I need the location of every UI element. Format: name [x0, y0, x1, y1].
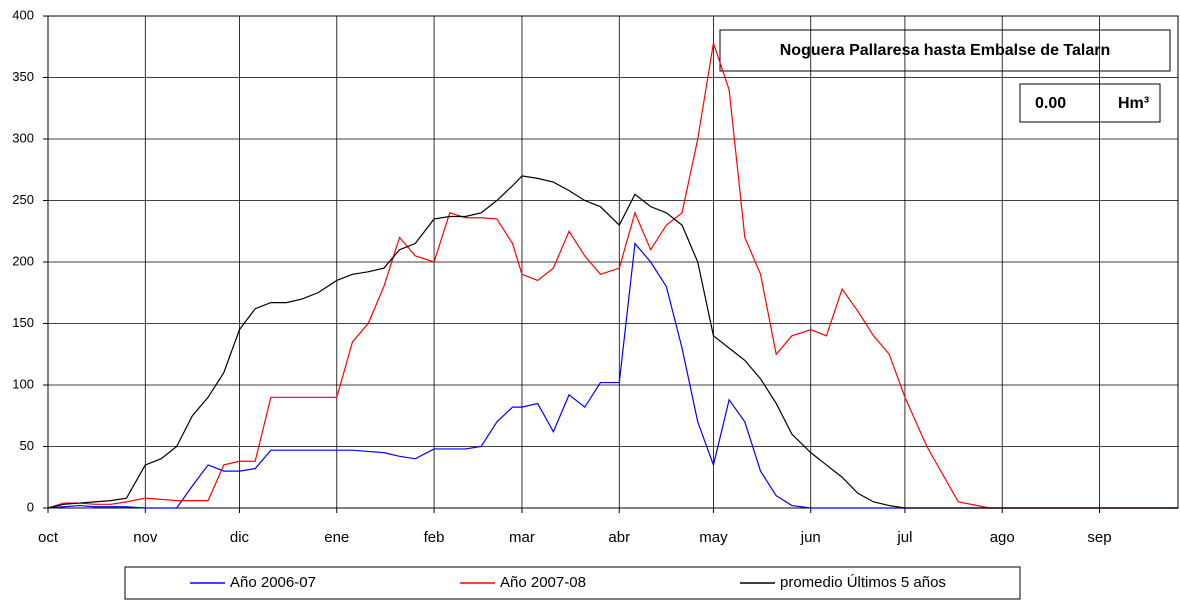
- y-tick-label: 300: [12, 130, 34, 145]
- series-line: [47, 175, 1178, 509]
- x-tick-label: oct: [38, 529, 59, 546]
- y-tick-label: 150: [12, 315, 34, 330]
- x-tick-label: ene: [324, 529, 349, 546]
- series-line: [47, 242, 1178, 509]
- x-tick-label: ago: [990, 529, 1015, 546]
- legend-label: promedio Últimos 5 años: [780, 574, 946, 591]
- annotation-value: 0.00: [1035, 95, 1066, 112]
- y-tick-label: 0: [27, 499, 34, 514]
- chart-title: Noguera Pallaresa hasta Embalse de Talar…: [780, 42, 1111, 59]
- x-tick-label: sep: [1087, 529, 1111, 546]
- value-box: [1019, 83, 1161, 123]
- y-tick-label: 50: [20, 438, 34, 453]
- x-tick-label: nov: [133, 529, 158, 546]
- y-tick-label: 350: [12, 69, 34, 84]
- title-box: [719, 29, 1171, 72]
- legend-label: Año 2007-08: [500, 574, 586, 591]
- annotation-unit: Hm³: [1118, 95, 1149, 112]
- x-tick-label: dic: [230, 529, 250, 546]
- x-tick-label: abr: [608, 529, 630, 546]
- y-tick-label: 100: [12, 376, 34, 391]
- y-tick-label: 250: [12, 192, 34, 207]
- legend-label: Año 2006-07: [230, 574, 316, 591]
- x-tick-label: feb: [424, 529, 445, 546]
- x-tick-label: jul: [896, 529, 912, 546]
- x-tick-label: may: [699, 529, 728, 546]
- x-tick-label: mar: [509, 529, 535, 546]
- y-tick-label: 400: [12, 7, 34, 22]
- x-tick-label: jun: [800, 529, 821, 546]
- series-line: [47, 42, 1178, 509]
- y-tick-label: 200: [12, 253, 34, 268]
- legend-box: [124, 566, 1021, 600]
- plot-border: [47, 15, 1179, 509]
